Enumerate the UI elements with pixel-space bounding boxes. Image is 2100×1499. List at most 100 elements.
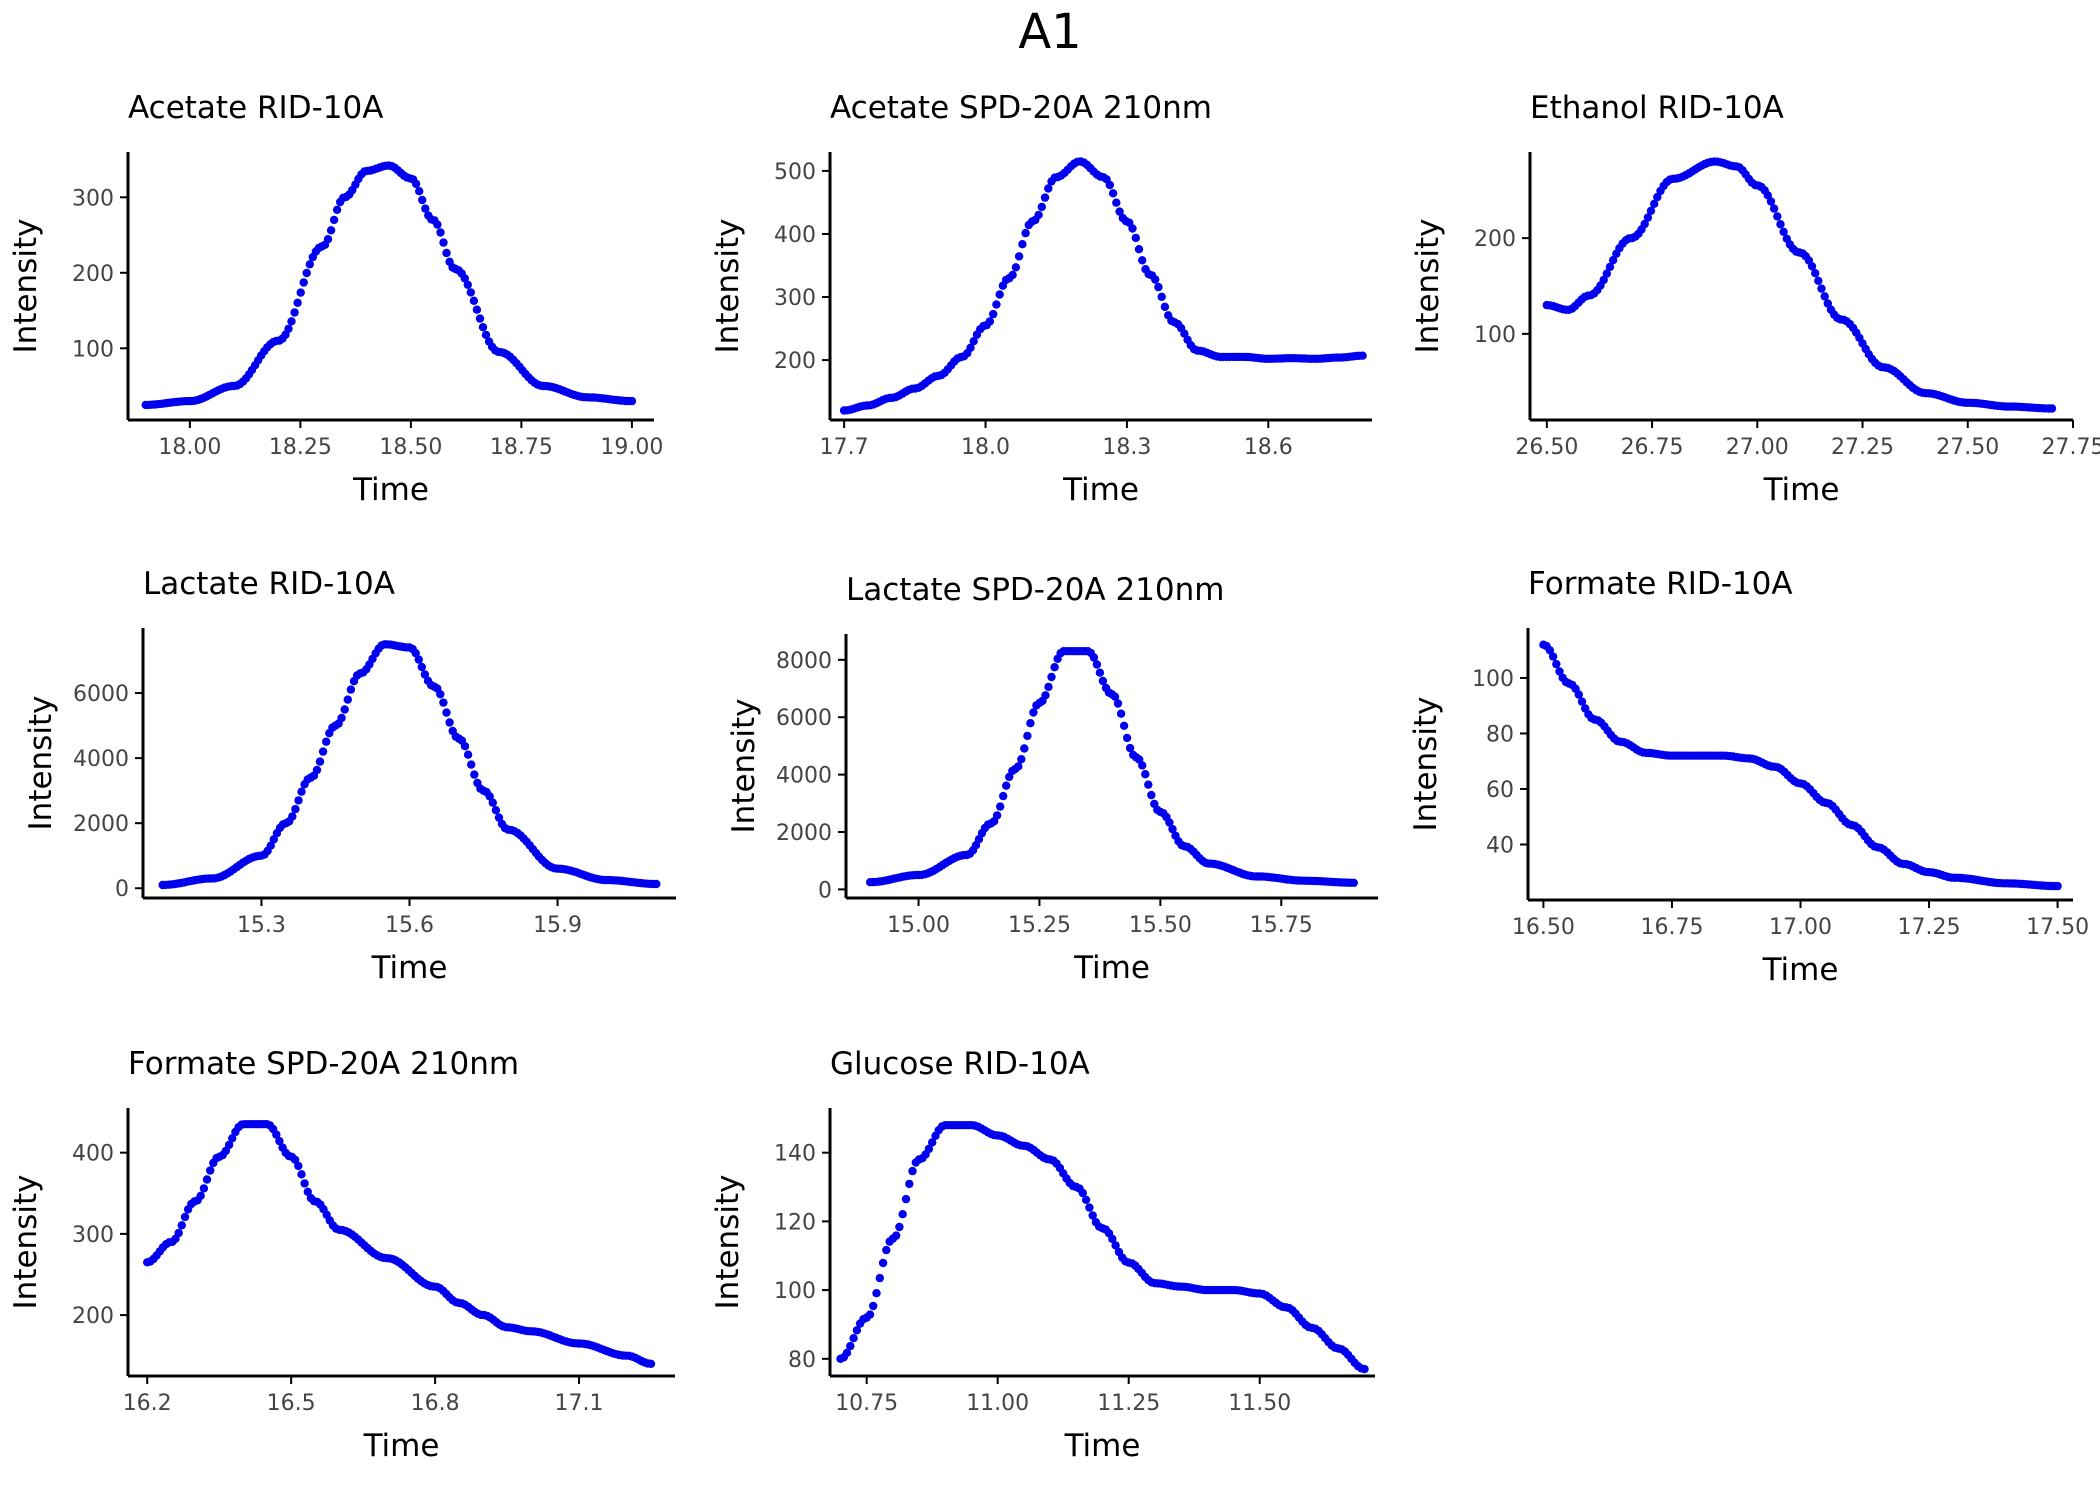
data-point	[1108, 1234, 1117, 1244]
data-point	[895, 1222, 904, 1232]
data-point	[1026, 719, 1035, 728]
x-axis-label: Time	[1073, 950, 1150, 986]
facet-panel: Ethanol RID-10A 26.50 26.75 27.00 27.25 27.50…	[1410, 90, 2100, 508]
data-point	[1154, 282, 1163, 292]
data-point	[180, 1212, 190, 1222]
data-point	[224, 1140, 234, 1150]
panel-title: Lactate RID-10A	[143, 566, 395, 602]
data-point	[1050, 663, 1059, 672]
x-tick-label: 18.25	[269, 435, 332, 460]
y-tick-label: 500	[774, 160, 816, 185]
panel-title: Glucose RID-10A	[830, 1046, 1090, 1082]
y-tick-label: 100	[1472, 667, 1514, 692]
panel-title: Lactate SPD-20A 210nm	[846, 572, 1225, 608]
data-point	[463, 280, 472, 289]
data-point	[1548, 652, 1558, 661]
data-point	[1157, 292, 1166, 301]
x-tick-label: 11.50	[1228, 1391, 1291, 1416]
x-tick-label: 17.25	[1898, 915, 1961, 940]
x-tick-label: 11.00	[966, 1391, 1029, 1416]
data-point	[1766, 197, 1776, 206]
x-axis-label: Time	[1763, 472, 1840, 508]
data-point	[992, 811, 1002, 820]
data-point	[1119, 721, 1129, 730]
x-axis-label: Time	[1062, 472, 1139, 508]
data-point	[491, 806, 501, 815]
page-title: A1	[1018, 4, 1082, 60]
x-tick-label: 26.50	[1515, 435, 1578, 460]
data-point	[989, 309, 998, 319]
y-tick-label: 8000	[776, 649, 832, 674]
data-point	[1360, 1364, 1369, 1374]
data-point	[1125, 743, 1135, 753]
data-point	[2053, 881, 2062, 891]
y-tick-label: 400	[72, 1142, 114, 1167]
data-point	[652, 879, 661, 889]
data-point	[418, 195, 427, 205]
data-point	[439, 238, 448, 247]
data-point	[346, 685, 356, 694]
x-tick-label: 27.75	[2042, 435, 2100, 460]
data-point	[1769, 204, 1779, 213]
data-point	[1646, 206, 1656, 215]
data-point	[1122, 733, 1132, 743]
data-point	[1138, 761, 1147, 770]
y-tick-label: 400	[774, 223, 816, 248]
data-point	[1023, 731, 1032, 741]
data-point	[875, 1273, 884, 1283]
data-point	[1047, 672, 1056, 682]
data-point	[340, 705, 349, 714]
data-point	[463, 750, 473, 759]
x-tick-label: 18.3	[1102, 435, 1151, 460]
data-point	[302, 268, 311, 278]
data-point	[882, 1245, 891, 1255]
y-tick-label: 0	[115, 877, 129, 902]
y-axis-label: Intensity	[710, 219, 746, 354]
data-point	[326, 226, 336, 235]
y-tick-label: 200	[1474, 227, 1516, 252]
data-point	[1820, 292, 1829, 301]
data-point	[1017, 755, 1026, 764]
data-point	[1349, 878, 1359, 887]
data-point	[470, 770, 479, 779]
data-point	[1555, 667, 1564, 676]
y-axis-label: Intensity	[8, 219, 44, 354]
data-point	[300, 1179, 309, 1188]
y-axis-label: Intensity	[23, 696, 59, 831]
y-tick-label: 200	[72, 262, 114, 287]
y-tick-label: 80	[788, 1348, 816, 1373]
data-point	[1134, 245, 1144, 254]
data-point	[472, 305, 482, 314]
data-point	[1160, 302, 1170, 311]
data-point	[305, 260, 314, 269]
x-tick-label: 15.6	[385, 913, 434, 938]
data-point	[846, 1341, 855, 1351]
data-point	[284, 324, 293, 333]
data-point	[1165, 818, 1174, 827]
x-tick-label: 16.8	[411, 1391, 460, 1416]
data-point	[1779, 227, 1788, 236]
data-point	[1545, 646, 1555, 655]
data-point	[1014, 762, 1023, 771]
data-point	[985, 317, 995, 326]
data-point	[332, 205, 342, 214]
data-point	[1147, 790, 1156, 800]
data-point	[1044, 184, 1053, 193]
data-point	[1020, 744, 1029, 753]
data-point	[928, 1138, 937, 1147]
y-tick-label: 40	[1486, 833, 1514, 858]
data-point	[322, 737, 331, 746]
x-tick-label: 27.25	[1831, 435, 1894, 460]
data-point	[272, 1130, 281, 1139]
facet-panel: Glucose RID-10A 10.75 11.00 11.25 11.50 80 100…	[710, 1046, 1375, 1464]
data-point	[2047, 404, 2057, 413]
data-point	[1131, 233, 1141, 243]
data-point	[646, 1359, 656, 1369]
y-tick-label: 100	[1474, 323, 1516, 348]
x-tick-label: 16.2	[123, 1391, 172, 1416]
data-point	[1115, 207, 1124, 216]
data-point	[485, 792, 494, 801]
data-point	[467, 760, 476, 769]
data-point	[290, 308, 299, 317]
data-point	[318, 747, 328, 756]
